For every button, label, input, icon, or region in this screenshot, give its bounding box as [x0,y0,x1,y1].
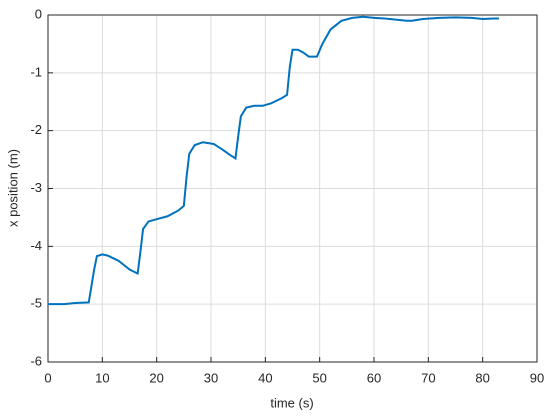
x-tick-label: 50 [312,370,326,385]
x-axis-label: time (s) [270,395,313,410]
data-line [48,15,499,306]
y-tick-label: -1 [30,64,42,79]
x-tick-label: 60 [367,370,381,385]
x-tick-label: 90 [530,370,544,385]
plot-frame [47,14,538,363]
y-tick-label: 0 [35,6,42,21]
y-tick-label: -4 [30,238,42,253]
y-tick-label: -6 [30,353,42,368]
x-tick-label: 80 [475,370,489,385]
x-tick-label: 0 [44,370,51,385]
x-tick-label: 30 [204,370,218,385]
x-tick-label: 40 [258,370,272,385]
y-axis-label: x position (m) [5,149,20,227]
x-tick-label: 20 [149,370,163,385]
x-tick-label: 70 [421,370,435,385]
y-tick-label: -5 [30,296,42,311]
x-tick-label: 10 [95,370,109,385]
y-tick-label: -3 [30,180,42,195]
y-tick-label: -2 [30,122,42,137]
